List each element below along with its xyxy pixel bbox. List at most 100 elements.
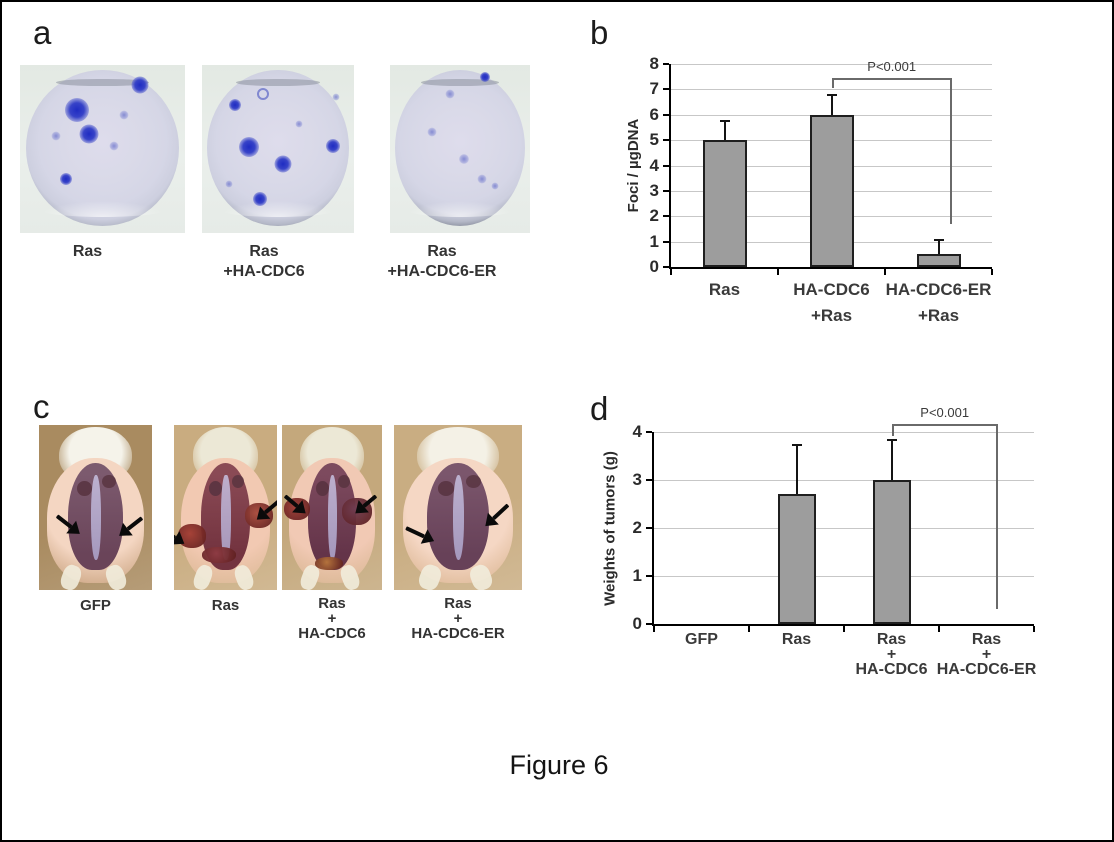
- panel-c-letter: c: [33, 388, 50, 425]
- x-category-label-line: Ras: [781, 631, 812, 648]
- focus-spot: [225, 180, 233, 188]
- gridline: [654, 480, 1034, 481]
- focus-spot: [427, 127, 437, 137]
- focus-spot: [79, 124, 99, 144]
- x-category-label-line: HA-CDC6: [855, 661, 928, 678]
- focus-spot: [477, 174, 487, 184]
- bar: [777, 494, 816, 624]
- error-bar: [937, 239, 940, 255]
- y-tick-label: 2: [649, 206, 659, 226]
- y-tick-mark: [646, 575, 652, 577]
- x-category-label-line: GFP: [685, 631, 718, 648]
- mouse-photo-ras: [174, 425, 277, 590]
- mouse-spine: [221, 474, 231, 561]
- focus-spot: [119, 110, 129, 120]
- chart-b-plot-area: 0 1 2 3 4 5 6 7 8 Ras HA-CDC6 +Ras HA-CDC6-ER +Ras P<0…: [650, 54, 993, 325]
- mouse-caption-line: GFP: [80, 597, 111, 614]
- error-bar-cap: [886, 439, 897, 442]
- x-category-label-line: HA-CDC6: [793, 280, 870, 299]
- focus-spot: [445, 89, 455, 99]
- gridline: [654, 432, 1034, 433]
- dish-caption-line: Ras: [72, 243, 103, 260]
- mouse-organ-spot: [77, 481, 93, 496]
- error-bar-cap: [719, 119, 730, 122]
- significance-bracket-drop: [949, 77, 952, 224]
- mouse-organ-spot: [316, 481, 329, 496]
- y-tick-mark: [646, 527, 652, 529]
- x-category-label-line: +Ras: [917, 306, 960, 325]
- x-tick-mark: [777, 269, 779, 275]
- mouse-organ-spot: [465, 474, 482, 488]
- focus-spot: [229, 99, 242, 112]
- mouse-caption-line: HA-CDC6-ER: [411, 625, 505, 642]
- mouse-photo-ras-hacdc6: [282, 425, 382, 590]
- y-tick-mark: [663, 215, 669, 218]
- focus-spot: [491, 182, 499, 190]
- y-tick-mark: [646, 623, 652, 625]
- bar: [809, 114, 854, 267]
- mouse-caption-gfp: GFP: [29, 598, 162, 613]
- mouse-organ-spot: [231, 474, 245, 488]
- petri-dish-photo-ras-hacdc6: [202, 65, 354, 233]
- y-tick-mark: [663, 164, 669, 167]
- y-tick-mark: [663, 189, 669, 192]
- x-category-label-line: +: [981, 646, 992, 663]
- x-category-label: Ras + HA-CDC6-ER: [915, 631, 1058, 678]
- focus-spot: [51, 131, 61, 141]
- gridline: [654, 528, 1034, 529]
- x-tick-mark: [748, 626, 750, 632]
- y-tick-label: 3: [649, 180, 659, 200]
- dish-caption-line: +HA-CDC6-ER: [387, 263, 497, 280]
- dish-caption-ras-hacdc6-er: Ras +HA-CDC6-ER: [372, 242, 512, 282]
- focus-spot: [480, 71, 491, 82]
- focus-spot: [109, 141, 119, 151]
- dish-caption-line: +HA-CDC6: [223, 263, 305, 280]
- x-category-label: GFP: [630, 631, 773, 648]
- error-bar: [830, 94, 833, 115]
- mouse-caption-ras-hacdc6-er: Ras + HA-CDC6-ER: [384, 596, 532, 641]
- significance-bracket-left-tick: [891, 423, 894, 436]
- mouse-spine: [328, 474, 337, 561]
- gridline: [671, 64, 992, 65]
- focus-spot: [332, 93, 340, 101]
- x-category-label: HA-CDC6 +Ras: [751, 277, 912, 329]
- petri-dish: [394, 70, 526, 227]
- mouse-caption-line: +: [327, 610, 337, 627]
- y-tick-label: 5: [649, 130, 659, 150]
- p-value-label: P<0.001: [867, 58, 917, 74]
- y-tick-label: 1: [649, 231, 659, 251]
- y-tick-mark: [663, 113, 669, 116]
- focus-ring: [256, 87, 269, 100]
- significance-bracket-top: [891, 423, 998, 426]
- error-bar: [795, 444, 798, 495]
- x-tick-mark: [938, 626, 940, 632]
- y-tick-label: 2: [632, 518, 642, 537]
- x-category-label-line: HA-CDC6-ER: [936, 661, 1037, 678]
- y-tick-label: 4: [632, 422, 642, 441]
- y-tick-mark: [663, 88, 669, 91]
- y-tick-mark: [663, 63, 669, 65]
- panel-d-letter: d: [590, 390, 609, 427]
- dish-caption-ras-hacdc6: Ras +HA-CDC6: [188, 242, 340, 282]
- mouse-caption-line: Ras: [444, 595, 472, 612]
- x-category-label: Ras: [644, 277, 805, 303]
- focus-spot: [274, 155, 292, 173]
- focus-spot: [295, 120, 303, 128]
- mouse-caption-line: Ras: [318, 595, 346, 612]
- focus-spot: [325, 138, 340, 153]
- x-category-label-line: Ras: [708, 280, 741, 299]
- y-tick-label: 0: [649, 257, 659, 276]
- chart-d-plot-area: 0 1 2 3 4 GFP Ras Ras + HA-CDC6 Ras + HA-CDC6-ER P<0.…: [633, 405, 1037, 678]
- y-tick-mark: [646, 431, 652, 433]
- x-category-label-line: +Ras: [810, 306, 853, 325]
- panel-a-letter: a: [33, 14, 52, 51]
- focus-spot: [459, 154, 470, 165]
- x-tick-mark: [843, 626, 845, 632]
- x-tick-mark: [991, 269, 993, 275]
- panel-b-letter: b: [590, 14, 609, 51]
- tumor-blob: [315, 557, 343, 570]
- mouse-photo-ras-hacdc6-er: [394, 425, 522, 590]
- x-category-label-line: Ras: [971, 631, 1002, 648]
- x-tick-mark: [670, 269, 672, 275]
